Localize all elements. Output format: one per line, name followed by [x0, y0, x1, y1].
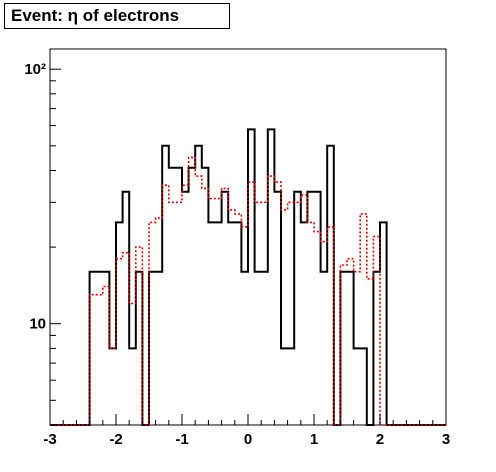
histogram-series-dotted	[50, 156, 446, 426]
x-tick-label: -3	[43, 431, 56, 448]
x-tick-label: -2	[109, 431, 122, 448]
x-axis: -3 -2 -1 0 1 2 3	[43, 414, 450, 448]
y-axis: 10 10²	[24, 61, 61, 426]
y-tick-label: 10²	[24, 61, 46, 78]
x-tick-label: 1	[310, 431, 318, 448]
y-tick-label: 10	[29, 316, 46, 333]
x-tick-label: 3	[442, 431, 450, 448]
x-tick-label: 2	[376, 431, 384, 448]
x-tick-label: -1	[175, 431, 188, 448]
x-tick-label: 0	[244, 431, 252, 448]
histogram-layer	[50, 128, 446, 426]
chart-title: Event: η of electrons	[4, 3, 230, 29]
